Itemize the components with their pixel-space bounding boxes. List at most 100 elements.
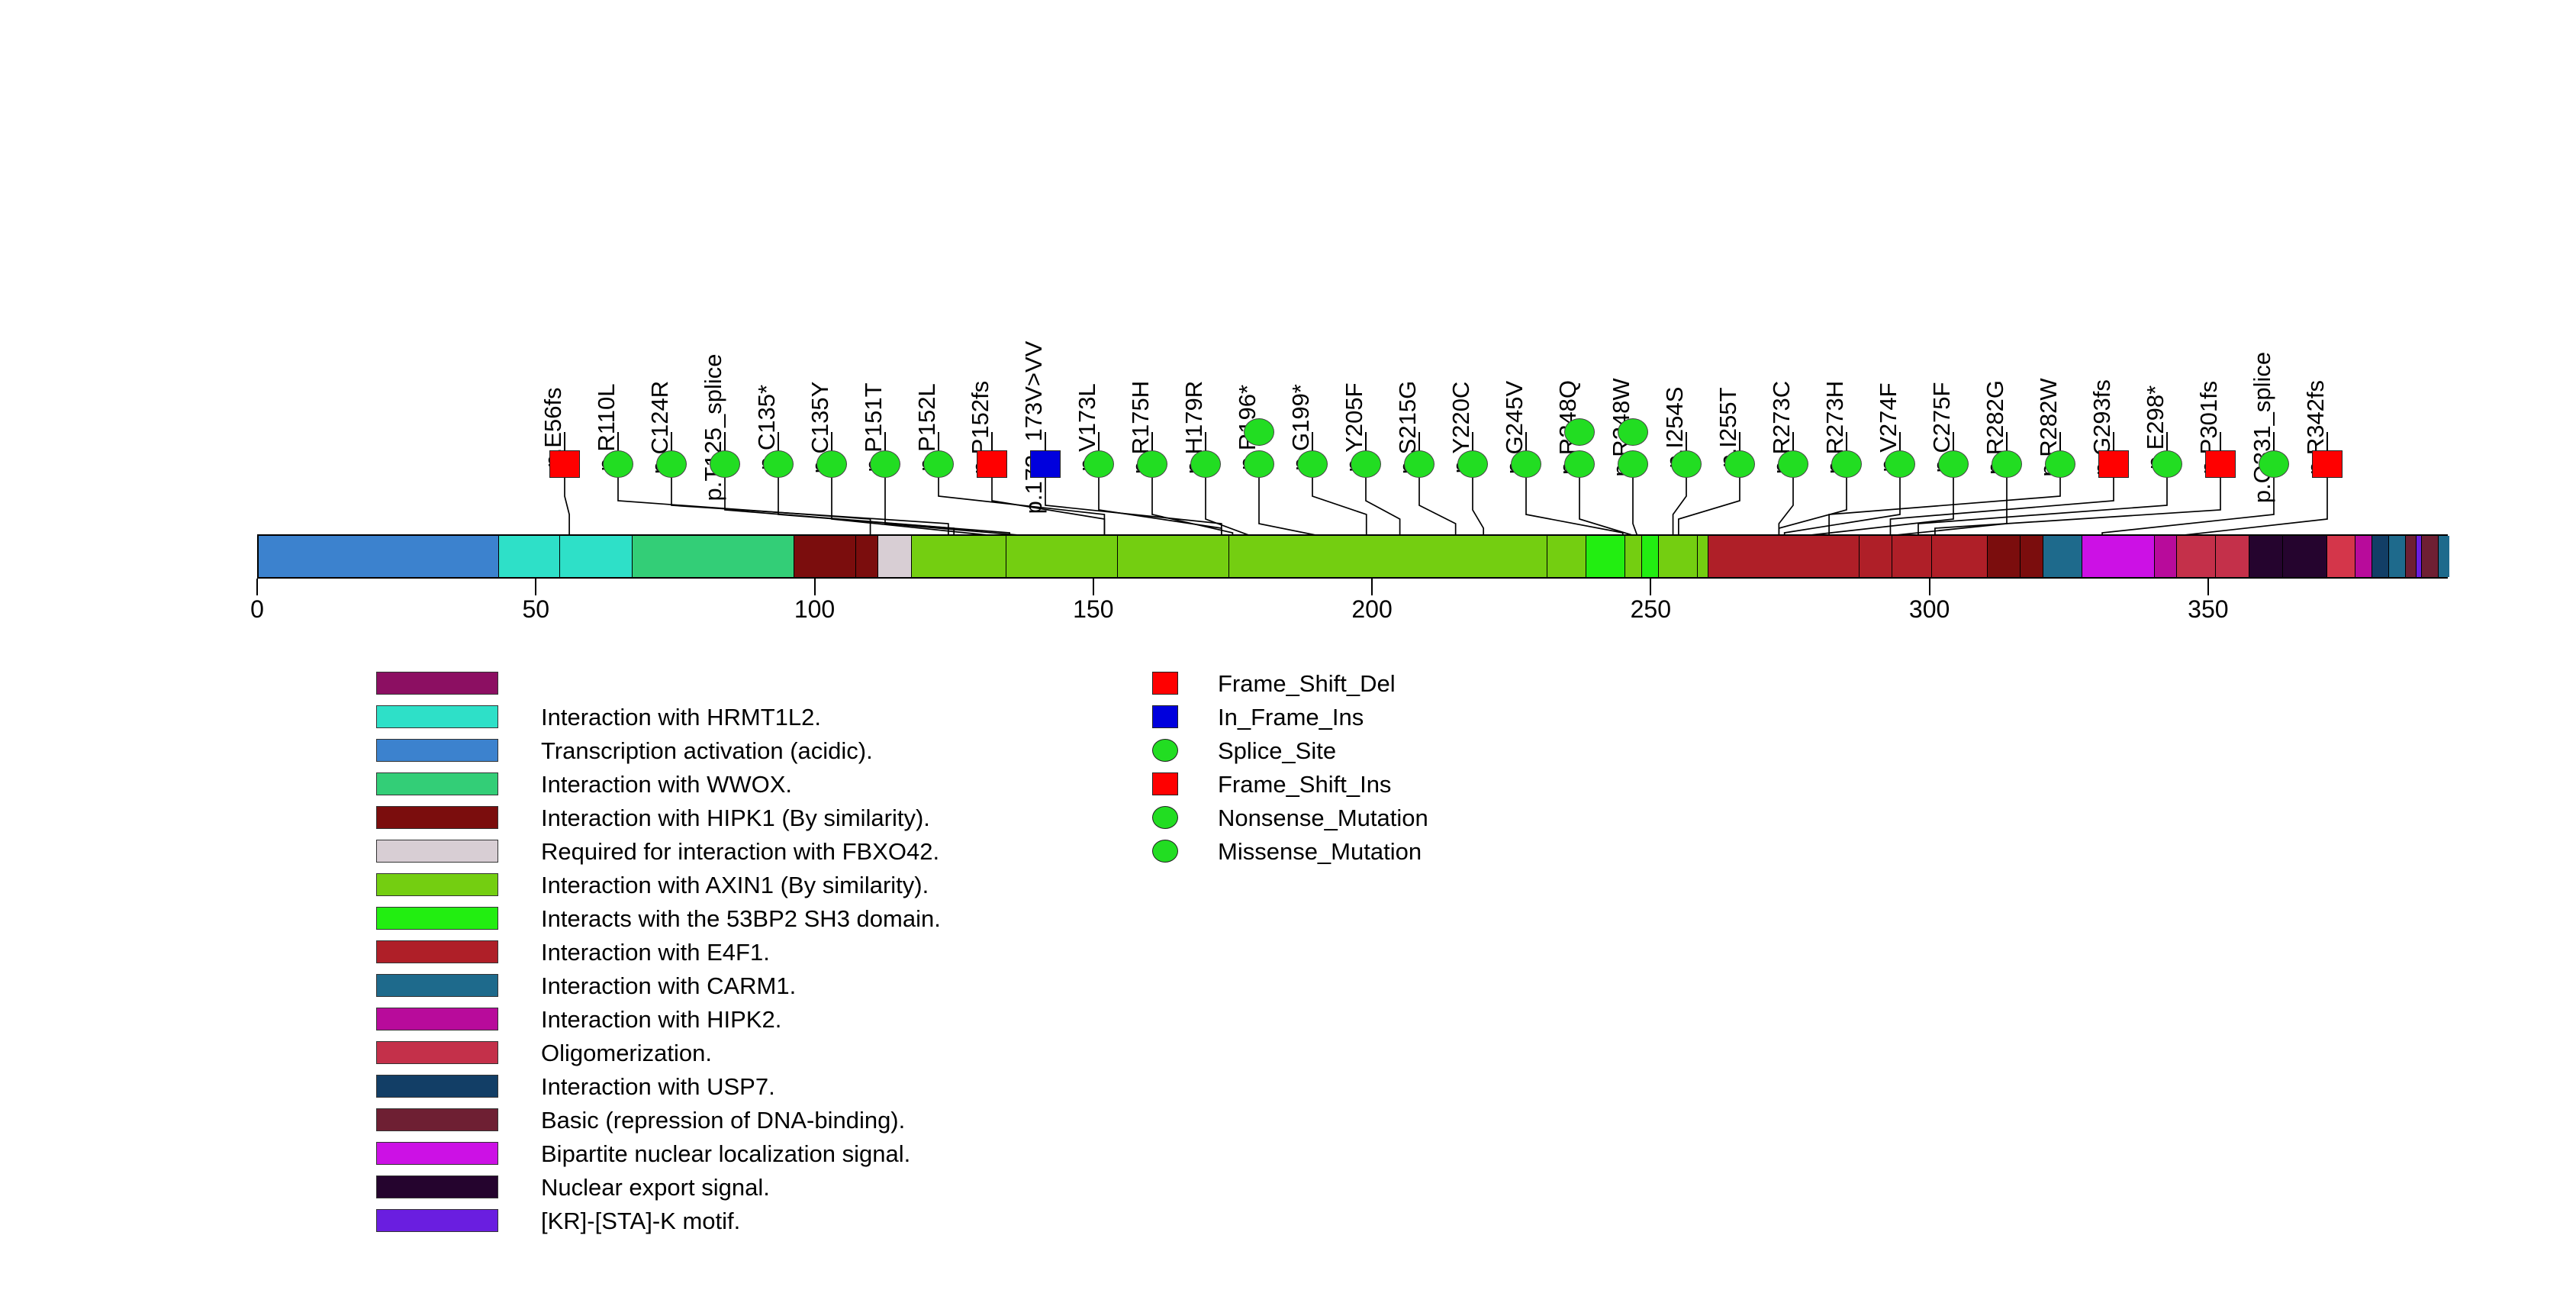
mutation-marker[interactable] [1992,450,2022,478]
lollipop[interactable]: p.R273C [1768,0,1808,595]
mutation-marker[interactable] [1084,450,1114,478]
mutation-marker[interactable] [1618,450,1648,478]
domain-legend-label: Interaction with CARM1. [541,972,797,999]
mutation-marker[interactable] [2259,450,2289,478]
axis-tick-label: 150 [1073,595,1114,623]
mutation-marker[interactable] [1564,450,1595,478]
lollipop[interactable]: p.Y220C [1447,0,1488,595]
mutation-marker[interactable] [1457,450,1488,478]
lollipop[interactable]: p.G199* [1287,0,1328,595]
mutation-marker[interactable] [1351,450,1381,478]
mutation-marker[interactable] [1885,450,1915,478]
lollipop[interactable]: p.R282G [1982,0,2022,595]
lollipop[interactable]: p.G245V [1501,0,1541,595]
mutation-legend-label: Nonsense_Mutation [1218,804,1428,831]
lollipop-stem [938,432,939,450]
lollipop[interactable]: p.R273H [1821,0,1862,595]
lollipop[interactable]: p.I255T [1715,0,1755,595]
lollipop[interactable]: p.G293fs [2088,0,2129,595]
domain-segment [1930,536,1987,577]
mutation-marker[interactable] [1030,450,1061,478]
mutation-marker[interactable] [763,450,794,478]
mutation-marker[interactable] [870,450,900,478]
mutation-legend-label: In_Frame_Ins [1218,703,1364,730]
mutation-marker[interactable] [1671,450,1702,478]
domain-legend-row: Interaction with AXIN1 (By similarity). [376,868,941,901]
mutation-marker[interactable] [2312,450,2343,478]
domain-color-swatch [376,907,498,930]
lollipop[interactable]: p.R196* [1234,0,1274,595]
lollipop[interactable]: p.I254S [1661,0,1702,595]
mutation-marker[interactable] [1778,450,1808,478]
domain-legend-label: Interaction with HIPK2. [541,1005,782,1033]
lollipop[interactable]: p.R248W [1608,0,1648,595]
lollipop[interactable]: p.C135Y [807,0,847,595]
lollipop[interactable]: p.T125_splice [700,0,740,595]
mutation-marker[interactable] [816,450,847,478]
lollipop[interactable]: p.R342fs [2302,0,2343,595]
mutation-marker[interactable] [2045,450,2075,478]
lollipop[interactable]: p.P151T [860,0,900,595]
axis-tick-label: 300 [1908,595,1950,623]
axis-tick-label: 0 [250,595,264,623]
domain-divider [1930,536,1932,577]
lollipop[interactable]: p.R175H [1127,0,1167,595]
mutation-marker[interactable] [1404,450,1435,478]
mutation-marker[interactable] [603,450,633,478]
domain-segment [1228,536,1547,577]
lollipop-stem [778,432,779,450]
mutation-marker[interactable] [1511,450,1541,478]
lollipop[interactable]: p.C124R [646,0,687,595]
mutation-marker[interactable] [1244,450,1274,478]
mutation-marker[interactable] [1564,418,1595,446]
lollipop[interactable]: p.E298* [2142,0,2182,595]
domain-legend-label: Interaction with USP7. [541,1072,775,1100]
lollipop[interactable]: p.R248Q [1554,0,1595,595]
lollipop[interactable]: p.H179R [1180,0,1221,595]
mutation-marker[interactable] [2152,450,2182,478]
domain-divider [1624,536,1625,577]
mutation-marker[interactable] [1244,418,1274,446]
lollipop[interactable]: p.P152fs [967,0,1007,595]
lollipop[interactable]: p.E56fs [539,0,580,595]
mutation-marker[interactable] [1137,450,1167,478]
mutation-marker[interactable] [2205,450,2236,478]
lollipop[interactable]: p.R110L [593,0,633,595]
mutation-marker[interactable] [1618,418,1648,446]
domain-legend-label: [KR]-[STA]-K motif. [541,1207,741,1234]
mutation-legend-label: Frame_Shift_Del [1218,669,1396,697]
lollipop[interactable]: p.Y205F [1341,0,1381,595]
mutation-marker[interactable] [1831,450,1862,478]
lollipop[interactable]: p.V173L [1074,0,1114,595]
lollipop[interactable]: p.R282W [2035,0,2075,595]
domain-divider [2388,536,2389,577]
mutation-marker[interactable] [710,450,740,478]
lollipop[interactable]: p.173_173V>VV [1020,0,1061,595]
mutation-marker[interactable] [1724,450,1755,478]
axis-tick-label: 200 [1351,595,1393,623]
mutation-marker[interactable] [1297,450,1328,478]
lollipop[interactable]: p.V274F [1875,0,1915,595]
mutation-marker[interactable] [977,450,1007,478]
domain-divider [855,536,856,577]
lollipop[interactable]: p.S215G [1394,0,1435,595]
mutation-marker[interactable] [656,450,687,478]
domain-legend-label: Interaction with HIPK1 (By similarity). [541,804,930,831]
mutation-marker[interactable] [549,450,580,478]
lollipop[interactable]: p.C135* [753,0,794,595]
mutation-marker[interactable] [923,450,954,478]
mutation-marker[interactable] [1938,450,1969,478]
mutation-marker[interactable] [2098,450,2129,478]
mutation-legend-row: Frame_Shift_Del [1152,666,1428,700]
domain-segment [1696,536,1708,577]
domain-segment [1117,536,1229,577]
lollipop[interactable]: p.P301fs [2195,0,2236,595]
lollipop[interactable]: p.Q331_splice [2249,0,2289,595]
domain-segment [2416,536,2422,577]
domain-segment [2371,536,2388,577]
lollipop[interactable]: p.P152L [913,0,954,595]
mutation-marker[interactable] [1190,450,1221,478]
axis-tick-label: 350 [2188,595,2229,623]
domain-segment [1892,536,1931,577]
lollipop[interactable]: p.C275F [1928,0,1969,595]
